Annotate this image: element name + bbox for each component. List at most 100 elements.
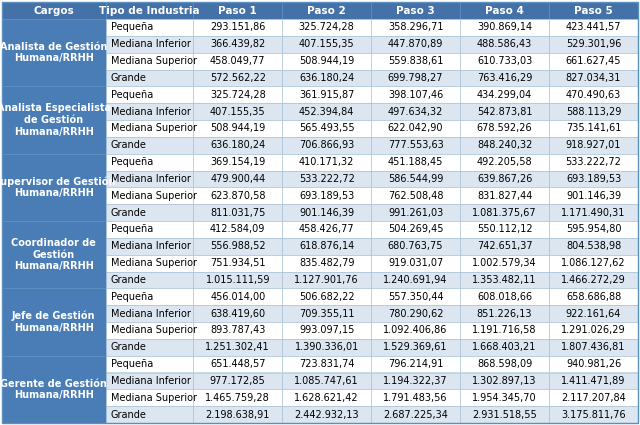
Text: 608.018,66: 608.018,66 (477, 292, 532, 302)
Text: 993.097,15: 993.097,15 (299, 326, 355, 335)
Text: Mediana Superior: Mediana Superior (111, 123, 196, 133)
Text: 835.482,79: 835.482,79 (299, 258, 355, 268)
Bar (282, 322, 371, 339)
Text: 559.838,61: 559.838,61 (388, 56, 444, 66)
Bar (549, 372, 638, 389)
Bar (193, 322, 282, 339)
Bar (549, 272, 638, 288)
Text: Mediana Superior: Mediana Superior (111, 56, 196, 66)
Text: 709.355,11: 709.355,11 (299, 309, 355, 319)
Text: 407.155,35: 407.155,35 (299, 39, 355, 49)
Bar (106, 356, 193, 372)
Text: 2.687.225,34: 2.687.225,34 (383, 410, 448, 419)
Bar (549, 238, 638, 255)
Bar (106, 389, 193, 406)
Bar (282, 238, 371, 255)
Text: 693.189,53: 693.189,53 (299, 191, 355, 201)
Text: 639.867,26: 639.867,26 (477, 174, 532, 184)
Bar (282, 204, 371, 221)
Text: 991.261,03: 991.261,03 (388, 207, 444, 218)
Bar (371, 120, 460, 137)
Bar (2, 154, 106, 221)
Bar (371, 204, 460, 221)
Text: 557.350,44: 557.350,44 (388, 292, 444, 302)
Text: 610.733,03: 610.733,03 (477, 56, 532, 66)
Bar (549, 322, 638, 339)
Text: 868.598,09: 868.598,09 (477, 359, 532, 369)
Bar (460, 288, 549, 305)
Text: 1.086.127,62: 1.086.127,62 (561, 258, 626, 268)
Bar (106, 238, 193, 255)
Bar (282, 137, 371, 154)
Text: Cargos: Cargos (33, 6, 74, 15)
Bar (460, 305, 549, 322)
Text: 447.870,89: 447.870,89 (388, 39, 444, 49)
Bar (549, 356, 638, 372)
Text: 2.931.518,55: 2.931.518,55 (472, 410, 537, 419)
Text: 1.127.901,76: 1.127.901,76 (294, 275, 359, 285)
Text: 678.592,26: 678.592,26 (477, 123, 532, 133)
Text: 556.988,52: 556.988,52 (210, 241, 266, 251)
Text: 407.155,35: 407.155,35 (210, 107, 266, 116)
Text: Paso 1: Paso 1 (218, 6, 257, 15)
Bar (371, 2, 460, 19)
Bar (371, 389, 460, 406)
Text: Paso 4: Paso 4 (485, 6, 524, 15)
Text: 1.171.490,31: 1.171.490,31 (561, 207, 626, 218)
Bar (2, 221, 106, 288)
Text: 777.553,63: 777.553,63 (388, 140, 444, 150)
Bar (549, 19, 638, 36)
Text: Pequeña: Pequeña (111, 90, 153, 100)
Bar (106, 406, 193, 423)
Bar (460, 372, 549, 389)
Bar (371, 272, 460, 288)
Text: 918.927,01: 918.927,01 (566, 140, 621, 150)
Bar (460, 389, 549, 406)
Text: 2.442.932,13: 2.442.932,13 (294, 410, 359, 419)
Bar (106, 339, 193, 356)
Bar (460, 70, 549, 86)
Text: 1.085.747,61: 1.085.747,61 (294, 376, 359, 386)
Text: 699.798,27: 699.798,27 (388, 73, 444, 83)
Text: 618.876,14: 618.876,14 (299, 241, 355, 251)
Bar (460, 120, 549, 137)
Text: 506.682,22: 506.682,22 (299, 292, 355, 302)
Bar (549, 36, 638, 53)
Bar (549, 406, 638, 423)
Text: 638.419,60: 638.419,60 (210, 309, 266, 319)
Bar (460, 19, 549, 36)
Text: 762.508,48: 762.508,48 (388, 191, 444, 201)
Text: 361.915,87: 361.915,87 (299, 90, 355, 100)
Bar (549, 170, 638, 187)
Bar (282, 305, 371, 322)
Bar (460, 170, 549, 187)
Text: 588.113,29: 588.113,29 (566, 107, 621, 116)
Text: 456.014,00: 456.014,00 (210, 292, 266, 302)
Bar (106, 372, 193, 389)
Text: 293.151,86: 293.151,86 (210, 23, 266, 32)
Text: 1.002.579,34: 1.002.579,34 (472, 258, 537, 268)
Bar (371, 372, 460, 389)
Bar (106, 154, 193, 170)
Bar (193, 339, 282, 356)
Text: Mediana Inferior: Mediana Inferior (111, 309, 191, 319)
Text: Gerente de Gestión
Humana/RRHH: Gerente de Gestión Humana/RRHH (1, 379, 108, 400)
Bar (371, 187, 460, 204)
Text: Mediana Inferior: Mediana Inferior (111, 174, 191, 184)
Bar (106, 19, 193, 36)
Text: Mediana Superior: Mediana Superior (111, 191, 196, 201)
Bar (460, 103, 549, 120)
Text: 693.189,53: 693.189,53 (566, 174, 621, 184)
Text: Mediana Inferior: Mediana Inferior (111, 107, 191, 116)
Text: 622.042,90: 622.042,90 (388, 123, 444, 133)
Bar (282, 70, 371, 86)
Text: 325.724,28: 325.724,28 (299, 23, 355, 32)
Text: 458.426,77: 458.426,77 (299, 224, 355, 235)
Text: 533.222,72: 533.222,72 (299, 174, 355, 184)
Text: Mediana Superior: Mediana Superior (111, 393, 196, 403)
Bar (282, 120, 371, 137)
Bar (282, 272, 371, 288)
Bar (106, 36, 193, 53)
Text: 742.651,37: 742.651,37 (477, 241, 532, 251)
Bar (460, 272, 549, 288)
